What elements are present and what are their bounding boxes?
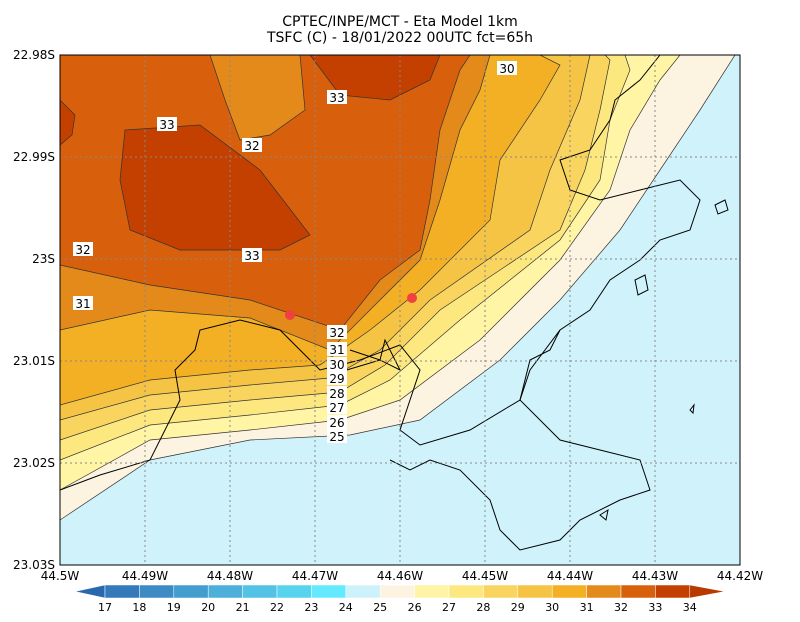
colorbar-box <box>586 584 622 599</box>
colorbar-box <box>379 584 415 599</box>
colorbar-end <box>74 584 106 599</box>
lat-tick-label: 23S <box>32 252 55 266</box>
colorbar-box <box>551 584 587 599</box>
lon-tick-label: 44.48W <box>207 569 253 583</box>
colorbar-box <box>139 584 175 599</box>
contour-label: 29 <box>329 372 344 386</box>
colorbar-box <box>207 584 243 599</box>
lat-tick-label: 22.98S <box>13 48 55 62</box>
colorbar-box <box>483 584 519 599</box>
coastline <box>60 55 729 551</box>
contour-label-box <box>327 386 347 400</box>
contour-label-box <box>327 429 347 443</box>
colorbar-label: 17 <box>98 601 112 614</box>
colorbar-box <box>173 584 209 599</box>
temperature-band <box>60 99 76 146</box>
colorbar-label: 25 <box>373 601 387 614</box>
title-line: CPTEC/INPE/MCT - Eta Model 1km <box>282 14 518 30</box>
colorbar-box <box>620 584 656 599</box>
colorbar-label: 19 <box>167 601 181 614</box>
colorbar-label: 30 <box>545 601 559 614</box>
contour-label-box <box>327 325 347 339</box>
colorbar-box <box>276 584 312 599</box>
lat-tick-label: 23.02S <box>13 456 55 470</box>
contour-label: 33 <box>244 249 259 263</box>
contour-label: 26 <box>329 416 344 430</box>
lon-tick-label: 44.46W <box>377 569 423 583</box>
temperature-fields <box>60 55 736 521</box>
contour-label: 32 <box>75 243 90 257</box>
contour-label-box <box>73 296 93 310</box>
contour-label-box <box>327 342 347 356</box>
lon-tick-label: 44.49W <box>122 569 168 583</box>
colorbar-box <box>242 584 278 599</box>
temperature-band <box>209 55 306 141</box>
colorbar-label: 24 <box>339 601 353 614</box>
marker <box>407 293 417 303</box>
contour-label: 31 <box>75 297 90 311</box>
contour-label: 31 <box>329 343 344 357</box>
contour-label-box <box>242 248 262 262</box>
colorbar-label: 26 <box>408 601 422 614</box>
colorbar-label: 29 <box>511 601 525 614</box>
colorbar-box <box>517 584 553 599</box>
contour-label: 30 <box>329 358 344 372</box>
contour-label: 30 <box>499 62 514 76</box>
contour-label: 28 <box>329 387 344 401</box>
lon-tick-label: 44.44W <box>547 569 593 583</box>
lon-tick-label: 44.47W <box>292 569 338 583</box>
contour-label: 27 <box>329 401 344 415</box>
contour-label-box <box>242 138 262 152</box>
contour-label-box <box>157 117 177 131</box>
grid <box>60 55 740 565</box>
title-line: TSFC (C) - 18/01/2022 00UTC fct=65h <box>266 30 533 46</box>
lon-tick-label: 44.5W <box>41 569 80 583</box>
lon-tick-label: 44.43W <box>632 569 678 583</box>
colorbar-label: 31 <box>580 601 594 614</box>
colorbar-label: 23 <box>304 601 318 614</box>
contour-label-box <box>497 61 517 75</box>
colorbar-label: 32 <box>614 601 628 614</box>
colorbar-label: 21 <box>236 601 250 614</box>
contour-label: 25 <box>329 430 344 444</box>
contour-label-box <box>327 90 347 104</box>
contour-label-box <box>73 242 93 256</box>
colorbar-box <box>414 584 450 599</box>
contour-label: 32 <box>244 139 259 153</box>
colorbar-label: 28 <box>476 601 490 614</box>
colorbar-box <box>311 584 347 599</box>
contour-label-box <box>327 400 347 414</box>
temperature-band <box>309 55 441 101</box>
colorbar-box <box>345 584 381 599</box>
marker <box>285 310 295 320</box>
colorbar-end <box>689 584 725 599</box>
contour-label: 33 <box>159 118 174 132</box>
contour-label-box <box>327 415 347 429</box>
colorbar-box <box>655 584 691 599</box>
colorbar-box <box>448 584 484 599</box>
colorbar-label: 34 <box>683 601 697 614</box>
colorbar-label: 18 <box>132 601 146 614</box>
contour-label-box <box>327 357 347 371</box>
colorbar-label: 27 <box>442 601 456 614</box>
lat-tick-label: 22.99S <box>13 150 55 164</box>
frame <box>59 54 741 566</box>
contour-label: 32 <box>329 326 344 340</box>
temperature-band <box>119 124 311 251</box>
lon-tick-label: 44.45W <box>462 569 508 583</box>
colorbar-label: 33 <box>648 601 662 614</box>
colorbar-label: 20 <box>201 601 215 614</box>
lon-tick-label: 44.42W <box>717 569 763 583</box>
colorbar-box <box>104 584 140 599</box>
lat-tick-label: 23.01S <box>13 354 55 368</box>
contour-label: 33 <box>329 91 344 105</box>
colorbar-label: 22 <box>270 601 284 614</box>
lat-tick-label: 23.03S <box>13 558 55 572</box>
contour-label-box <box>327 371 347 385</box>
